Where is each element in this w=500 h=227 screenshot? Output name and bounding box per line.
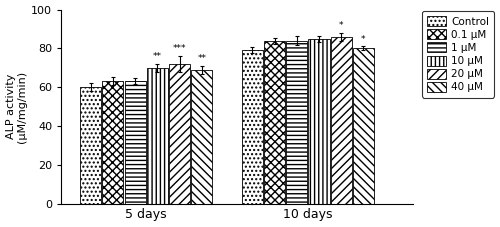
Text: **: ** <box>153 52 162 61</box>
Bar <box>264 41 285 204</box>
Bar <box>124 81 146 204</box>
Bar <box>308 39 330 204</box>
Text: ***: *** <box>173 44 186 53</box>
Bar <box>191 70 212 204</box>
Bar <box>147 68 168 204</box>
Bar <box>169 64 190 204</box>
Y-axis label: ALP activity
(μM/mg/min): ALP activity (μM/mg/min) <box>6 71 27 143</box>
Bar <box>353 48 374 204</box>
Bar <box>80 87 101 204</box>
Legend: Control, 0.1 μM, 1 μM, 10 μM, 20 μM, 40 μM: Control, 0.1 μM, 1 μM, 10 μM, 20 μM, 40 … <box>422 11 494 98</box>
Text: *: * <box>339 21 344 30</box>
Bar <box>286 41 308 204</box>
Text: **: ** <box>198 54 206 63</box>
Bar <box>242 50 263 204</box>
Bar <box>102 81 124 204</box>
Bar <box>330 37 352 204</box>
Text: *: * <box>361 35 366 44</box>
